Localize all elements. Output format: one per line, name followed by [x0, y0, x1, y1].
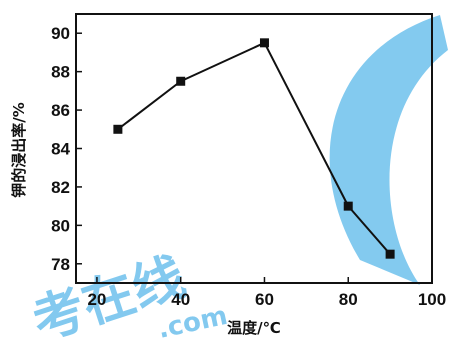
series-group — [113, 38, 395, 259]
data-point-marker — [259, 38, 269, 48]
x-tick-label: 80 — [339, 290, 358, 309]
x-tick-label: 100 — [418, 290, 446, 309]
data-point-marker — [176, 76, 186, 86]
y-tick-label: 78 — [51, 255, 70, 274]
y-tick-label: 88 — [51, 63, 70, 82]
x-axis-ticks: 20 40 60 80 100 — [87, 277, 446, 309]
y-axis-title: 钾的浸出率/% — [10, 102, 28, 198]
x-tick-label: 40 — [171, 290, 190, 309]
data-point-marker — [385, 249, 395, 259]
y-tick-label: 82 — [51, 178, 70, 197]
y-tick-label: 80 — [51, 216, 70, 235]
data-point-marker — [343, 201, 353, 211]
x-tick-label: 20 — [87, 290, 106, 309]
y-tick-label: 84 — [51, 140, 70, 159]
x-tick-label: 60 — [255, 290, 274, 309]
data-point-marker — [113, 124, 123, 134]
x-axis-title: 温度/℃ — [227, 319, 281, 337]
y-tick-label: 86 — [51, 101, 70, 120]
y-tick-label: 90 — [51, 24, 70, 43]
y-axis-ticks: 78 80 82 84 86 88 90 — [51, 24, 82, 274]
